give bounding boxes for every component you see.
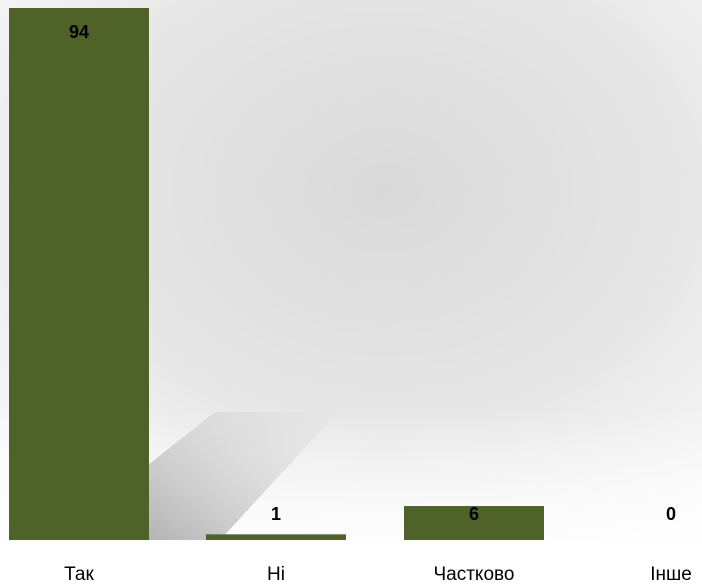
bar-shadow <box>148 412 338 540</box>
data-label-0: 94 <box>69 22 89 42</box>
data-label-3: 0 <box>666 504 676 524</box>
labels-layer: 94 Так 1 Ні 6 Частково 0 Інше <box>64 22 692 585</box>
data-label-1: 1 <box>271 504 281 524</box>
bars-layer <box>9 8 544 540</box>
bar-2 <box>404 506 544 540</box>
category-label-1: Ні <box>267 564 285 585</box>
bar-1 <box>206 534 346 540</box>
category-label-2: Частково <box>434 564 515 585</box>
bar-0 <box>9 8 149 540</box>
category-label-3: Інше <box>650 564 692 585</box>
category-label-0: Так <box>64 564 94 585</box>
data-label-2: 6 <box>469 504 479 524</box>
